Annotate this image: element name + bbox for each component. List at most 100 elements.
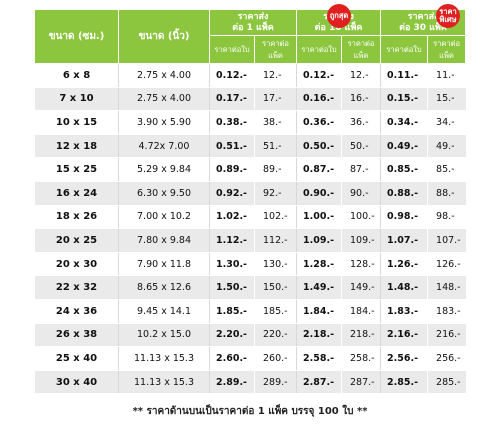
size-cm-cell: 7 x 10	[34, 86, 119, 112]
price-1-pack-unit-cell: 2.89.-	[209, 369, 255, 395]
subheader-pack-price: ราคาต่อแพ็ค	[253, 35, 298, 64]
size-cm-cell: 22 x 32	[34, 275, 119, 300]
price-1-pack-unit-cell: 1.50.-	[209, 275, 255, 300]
price-10-pack-unit-cell: 2.18.-	[296, 322, 343, 348]
price-1-pack-unit-cell: 1.12.-	[209, 228, 255, 253]
price-10-pack-pack-cell: 184.-	[341, 298, 382, 324]
price-30-pack-unit-cell: 1.83.-	[380, 298, 429, 324]
size-inch-cell: 8.65 x 12.6	[118, 275, 210, 300]
price-10-pack-pack-cell: 12.-	[341, 63, 382, 88]
price-10-pack-pack-cell: 128.-	[341, 251, 382, 277]
price-30-pack-pack-cell: 15.-	[427, 86, 466, 112]
header-row: ขนาด (ซม.) ขนาด (นิ้ว) ราคาส่ง ต่อ 1 แพ็…	[34, 9, 467, 64]
price-30-pack-pack-cell: 183.-	[427, 298, 466, 324]
price-30-pack-unit-cell: 1.07.-	[380, 228, 429, 253]
size-cm-cell: 6 x 8	[34, 63, 119, 88]
price-10-pack-unit-cell: 0.90.-	[296, 180, 343, 206]
header-size-inch: ขนาด (นิ้ว)	[118, 9, 210, 64]
table-row: 20 x 25 7.80 x 9.84 1.12.- 112.- 1.09.- 109.-…	[34, 228, 466, 253]
price-10-pack-unit-cell: 0.16.-	[296, 86, 343, 112]
price-10-pack-unit-cell: 1.49.-	[296, 275, 343, 300]
price-30-pack-unit-cell: 2.16.-	[380, 322, 429, 348]
size-cm-cell: 12 x 18	[34, 133, 119, 159]
price-1-pack-pack-cell: 220.-	[253, 322, 298, 348]
table-row: 22 x 32 8.65 x 12.6 1.50.- 150.- 1.49.- 149.-…	[34, 275, 466, 300]
price-10-pack-pack-cell: 109.-	[341, 228, 382, 253]
price-30-pack-unit-cell: 0.11.-	[380, 63, 429, 88]
table-row: 6 x 8 2.75 x 4.00 0.12.- 12.- 0.12.- 12.- 0.11…	[34, 63, 466, 88]
subheader-unit-price: ราคาต่อใบ	[296, 35, 343, 64]
price-10-pack-pack-cell: 50.-	[341, 133, 382, 159]
price-30-pack-unit-cell: 1.48.-	[380, 275, 429, 300]
size-cm-cell: 20 x 30	[34, 251, 119, 277]
price-1-pack-unit-cell: 0.51.-	[209, 133, 255, 159]
price-30-pack-pack-cell: 216.-	[427, 322, 466, 348]
price-10-pack-unit-cell: 1.84.-	[296, 298, 343, 324]
price-10-pack-pack-cell: 100.-	[341, 204, 382, 230]
price-1-pack-unit-cell: 0.89.-	[209, 157, 255, 182]
footnote: ** ราคาด้านบนเป็นราคาต่อ 1 แพ็ค บรรจุ 10…	[132, 406, 368, 417]
price-10-pack-pack-cell: 218.-	[341, 322, 382, 348]
price-10-pack-unit-cell: 0.50.-	[296, 133, 343, 159]
price-30-pack-pack-cell: 148.-	[427, 275, 466, 300]
price-10-pack-unit-cell: 1.28.-	[296, 251, 343, 277]
table-row: 25 x 40 11.13 x 15.3 2.60.- 260.- 2.58.- 258.…	[34, 346, 466, 371]
price-10-pack-unit-cell: 2.87.-	[296, 369, 343, 395]
price-1-pack-pack-cell: 112.-	[253, 228, 298, 253]
subheader-row: ราคาต่อใบ ราคาต่อแพ็ค ราคาต่อใบ ราคาต่อแ…	[35, 35, 467, 64]
price-table: ขนาด (ซม.) ขนาด (นิ้ว) ราคาส่ง ต่อ 1 แพ็…	[34, 9, 467, 395]
price-10-pack-pack-cell: 287.-	[341, 369, 382, 395]
price-30-pack-unit-cell: 0.15.-	[380, 86, 429, 112]
price-30-pack-pack-cell: 256.-	[427, 346, 466, 371]
price-10-pack-unit-cell: 0.87.-	[296, 157, 343, 182]
price-30-pack-pack-cell: 88.-	[427, 180, 466, 206]
price-10-pack-unit-cell: 0.12.-	[296, 63, 343, 88]
price-30-pack-unit-cell: 0.88.-	[380, 180, 429, 206]
size-inch-cell: 7.00 x 10.2	[118, 204, 210, 230]
size-inch-cell: 7.90 x 11.8	[118, 251, 210, 277]
price-table-body: 6 x 8 2.75 x 4.00 0.12.- 12.- 0.12.- 12.- 0.11…	[34, 63, 466, 395]
price-1-pack-unit-cell: 1.30.-	[209, 251, 255, 277]
table-row: 10 x 15 3.90 x 5.90 0.38.- 38.- 0.36.- 36.- 0.…	[34, 110, 466, 135]
table-row: 30 x 40 11.13 x 15.3 2.89.- 289.- 2.87.- 287.…	[34, 369, 466, 395]
price-1-pack-pack-cell: 150.-	[253, 275, 298, 300]
size-cm-cell: 20 x 25	[34, 228, 119, 253]
price-10-pack-unit-cell: 2.58.-	[296, 346, 343, 371]
table-row: 16 x 24 6.30 x 9.50 0.92.- 92.- 0.90.- 90.- 0.…	[34, 180, 466, 206]
price-30-pack-unit-cell: 1.26.-	[380, 251, 429, 277]
size-inch-cell: 3.90 x 5.90	[118, 110, 210, 135]
price-1-pack-pack-cell: 17.-	[253, 86, 298, 112]
price-1-pack-pack-cell: 102.-	[253, 204, 298, 230]
price-30-pack-pack-cell: 85.-	[427, 157, 466, 182]
table-row: 7 x 10 2.75 x 4.00 0.17.- 17.- 0.16.- 16.- 0.1…	[34, 86, 466, 112]
price-1-pack-unit-cell: 2.20.-	[209, 322, 255, 348]
price-30-pack-unit-cell: 0.98.-	[380, 204, 429, 230]
table-row: 24 x 36 9.45 x 14.1 1.85.- 185.- 1.84.- 184.-…	[34, 298, 466, 324]
price-1-pack-unit-cell: 0.92.-	[209, 180, 255, 206]
size-cm-cell: 30 x 40	[34, 369, 119, 395]
price-30-pack-pack-cell: 49.-	[427, 133, 466, 159]
subheader-unit-price: ราคาต่อใบ	[380, 35, 429, 64]
table-row: 26 x 38 10.2 x 15.0 2.20.- 220.- 2.18.- 218.-…	[34, 322, 466, 348]
table-row: 12 x 18 4.72x 7.00 0.51.- 51.- 0.50.- 50.- 0.4…	[34, 133, 466, 159]
price-30-pack-pack-cell: 98.-	[427, 204, 466, 230]
price-10-pack-pack-cell: 90.-	[341, 180, 382, 206]
price-10-pack-pack-cell: 258.-	[341, 346, 382, 371]
price-1-pack-pack-cell: 89.-	[253, 157, 298, 182]
table-row: 15 x 25 5.29 x 9.84 0.89.- 89.- 0.87.- 87.- 0.…	[34, 157, 466, 182]
price-30-pack-unit-cell: 0.49.-	[380, 133, 429, 159]
price-10-pack-pack-cell: 149.-	[341, 275, 382, 300]
price-10-pack-pack-cell: 16.-	[341, 86, 382, 112]
size-cm-cell: 15 x 25	[34, 157, 119, 182]
size-inch-cell: 2.75 x 4.00	[118, 86, 210, 112]
table-row: 20 x 30 7.90 x 11.8 1.30.- 130.- 1.28.- 128.-…	[34, 251, 466, 277]
price-1-pack-unit-cell: 0.17.-	[209, 86, 255, 112]
subheader-pack-price: ราคาต่อแพ็ค	[427, 35, 467, 64]
price-1-pack-pack-cell: 38.-	[253, 110, 298, 135]
price-30-pack-pack-cell: 34.-	[427, 110, 466, 135]
price-1-pack-pack-cell: 185.-	[253, 298, 298, 324]
size-cm-cell: 18 x 26	[34, 204, 119, 230]
size-cm-cell: 24 x 36	[34, 298, 119, 324]
size-inch-cell: 10.2 x 15.0	[118, 322, 210, 348]
price-1-pack-unit-cell: 1.02.-	[209, 204, 255, 230]
